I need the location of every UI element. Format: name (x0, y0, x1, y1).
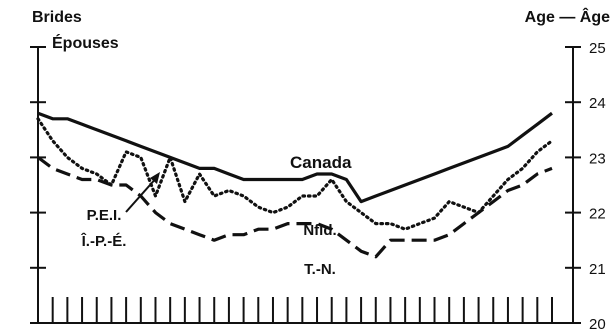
y-tick-label: 24 (589, 95, 606, 112)
series-line-pei (36, 117, 554, 231)
y-tick-labels: 20 21 22 23 24 25 (589, 40, 606, 331)
y-tick-label: 20 (589, 316, 606, 331)
left-axis-label-fr: Épouses (52, 33, 119, 52)
series-label-nfld-en: Nfld. (303, 222, 336, 239)
axes (30, 46, 581, 324)
y-tick-label: 21 (589, 261, 606, 278)
pei-pointer-arrow (125, 175, 159, 213)
pei-arrow-head (150, 172, 160, 184)
y-tick-label: 23 (589, 150, 606, 167)
series-lines (36, 111, 554, 259)
y-tick-label: 25 (589, 40, 606, 57)
series-label-pei-fr: Î.-P.-É. (81, 232, 127, 250)
left-axis-label-en: Brides (32, 9, 82, 26)
series-line-nfld (37, 156, 553, 259)
series-label-canada: Canada (290, 153, 352, 172)
y-tick-label: 22 (589, 206, 606, 223)
tick-marks (37, 297, 553, 323)
series-label-pei-en: P.E.I. (87, 207, 122, 224)
series-label-nfld-fr: T.-N. (304, 261, 336, 278)
right-axis-label: Age — Âge (525, 7, 610, 26)
series-line-canada (37, 111, 553, 204)
